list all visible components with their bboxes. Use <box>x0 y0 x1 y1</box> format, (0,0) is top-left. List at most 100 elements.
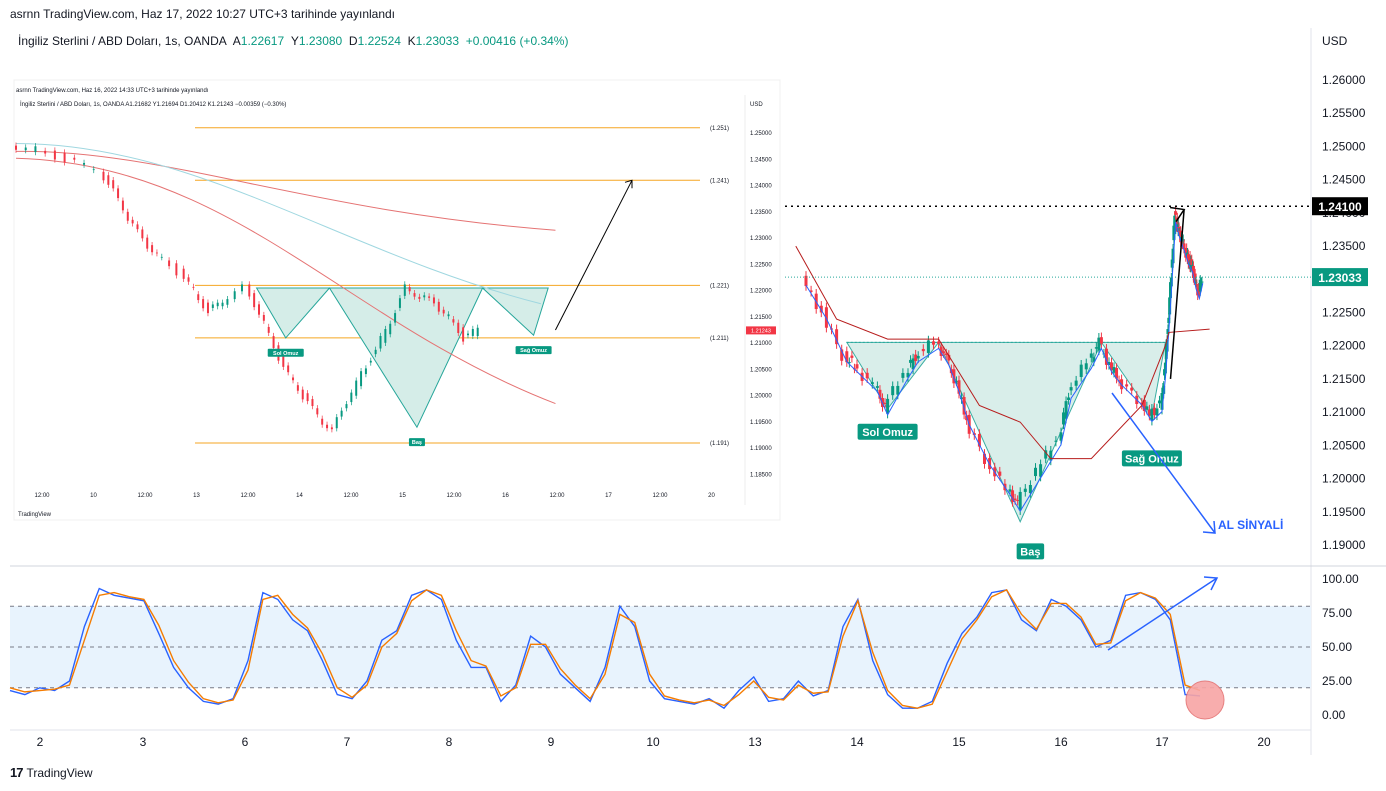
candle-body <box>804 275 808 287</box>
snapshot-time-tick: 15 <box>399 493 406 499</box>
price-tick-label: 1.26000 <box>1322 73 1366 87</box>
main-price-pane: Sol Omuz Baş Sağ Omuz AL SİNYALİ <box>785 205 1311 560</box>
snapshot-arrow <box>555 180 633 331</box>
time-tick-label: 15 <box>952 735 966 749</box>
snapshot-price-tick: 1.24000 <box>750 184 772 190</box>
snapshot-candle-body <box>311 399 314 407</box>
snapshot-candle-body <box>374 349 377 355</box>
snapshot-price-tick: 1.24500 <box>750 157 772 163</box>
candle-body <box>1059 432 1063 441</box>
tradingview-logo: 17 TradingView <box>10 765 93 780</box>
snapshot-candle-body <box>197 294 200 301</box>
snapshot-time-tick: 12:00 <box>34 493 50 499</box>
snapshot-time-tick: 16 <box>502 493 509 499</box>
candle-body <box>1054 440 1058 442</box>
candle-body <box>1079 364 1083 377</box>
pattern-label: Sağ Omuz <box>1125 453 1179 465</box>
target-price-badge <box>1312 197 1368 216</box>
snapshot-candle-body <box>117 188 120 199</box>
snapshot-candle-body <box>258 304 260 315</box>
candle-body <box>1157 400 1161 404</box>
currency-label[interactable]: USD <box>1322 34 1348 48</box>
candle-body <box>1107 361 1111 366</box>
candle-body <box>1130 387 1134 391</box>
snapshot-header: asrnn TradingView.com, Haz 16, 2022 14:3… <box>16 88 209 94</box>
candle-body <box>1152 407 1156 416</box>
snapshot-price-tick: 1.22000 <box>750 289 772 295</box>
candle-body <box>909 359 913 363</box>
candle-body <box>1028 484 1032 494</box>
symbol-title[interactable]: İngiliz Sterlini / ABD Doları, 1s, OANDA <box>18 34 227 48</box>
stoch-tick-label: 100.00 <box>1322 572 1359 586</box>
candle-body <box>983 453 986 464</box>
price-tick-label: 1.20000 <box>1322 472 1366 486</box>
snapshot-candle-body <box>34 146 37 153</box>
candle-body <box>1181 239 1185 242</box>
candle-body <box>1185 248 1189 254</box>
price-tick-label: 1.25500 <box>1322 106 1366 120</box>
candle-body <box>1039 464 1043 477</box>
snapshot-candle-body <box>442 309 445 314</box>
time-tick-label: 3 <box>140 735 147 749</box>
candle-body <box>1150 408 1154 421</box>
price-tick-label: 1.21500 <box>1322 372 1366 386</box>
candle-body <box>1104 348 1108 365</box>
snapshot-price-tick: 1.23500 <box>750 210 772 216</box>
candle-body <box>1115 368 1119 379</box>
candle-body <box>1193 273 1197 278</box>
candle-body <box>875 386 879 388</box>
time-tick-label: 20 <box>1257 735 1271 749</box>
candle-body <box>1018 491 1022 511</box>
price-tick-label: 1.19500 <box>1322 505 1366 519</box>
change-value: +0.00416 (+0.34%) <box>465 34 569 48</box>
candle-body <box>1110 362 1113 371</box>
candle-body <box>926 340 930 353</box>
snapshot-candle-body <box>248 284 251 297</box>
stochastic-pane <box>9 576 1311 720</box>
candle-body <box>1177 226 1181 229</box>
snapshot-candle-body <box>112 180 115 189</box>
snapshot-candle-body <box>226 299 229 305</box>
snapshot-candle-body <box>272 336 275 348</box>
candle-body <box>914 354 918 361</box>
snapshot-candle-body <box>403 284 406 296</box>
snapshot-time-tick: 17 <box>605 493 612 499</box>
candle-body <box>977 433 981 447</box>
snapshot-candle-body <box>437 301 440 312</box>
snapshot-ma-red-1 <box>15 150 556 231</box>
snapshot-candle-body <box>326 424 329 429</box>
snapshot-candle-body <box>216 302 219 307</box>
indicator-line-red <box>795 245 1210 460</box>
price-tick-label: 1.22500 <box>1322 306 1366 320</box>
candle-body <box>1013 498 1017 501</box>
snapshot-time-tick: 12:00 <box>343 493 359 499</box>
snapshot-candle-body <box>168 260 171 267</box>
candle-body <box>1182 244 1186 249</box>
snapshot-candle-body <box>457 322 460 334</box>
snapshot-candle-body <box>369 360 372 363</box>
price-tick-label: 1.25000 <box>1322 139 1366 153</box>
candle-body <box>962 397 966 415</box>
snapshot-candle-body <box>432 297 435 304</box>
snapshot-candle-body <box>413 293 416 297</box>
snapshot-candle-body <box>364 368 367 375</box>
snapshot-pattern-label: Baş <box>412 440 422 446</box>
candle-body <box>824 307 828 328</box>
snapshot-pattern <box>255 287 549 429</box>
candle-body <box>1084 363 1088 370</box>
snapshot-candle-body <box>202 299 205 309</box>
snapshot-pattern-label-bg <box>408 438 425 447</box>
candle-body <box>1069 387 1073 391</box>
snapshot-candle-body <box>160 256 163 258</box>
candle-body <box>1168 297 1172 315</box>
snapshot-candle-body <box>253 293 256 308</box>
snapshot-last-badge <box>746 326 776 335</box>
candle-body <box>1016 500 1020 502</box>
snapshot-candle-body <box>53 150 56 160</box>
candle-body <box>1044 450 1048 459</box>
snapshot-candle-body <box>330 427 333 430</box>
snapshot-level-label: (1.191) <box>710 441 729 447</box>
snapshot-candle-body <box>146 237 149 249</box>
snapshot-level-label: (1.211) <box>710 336 729 342</box>
